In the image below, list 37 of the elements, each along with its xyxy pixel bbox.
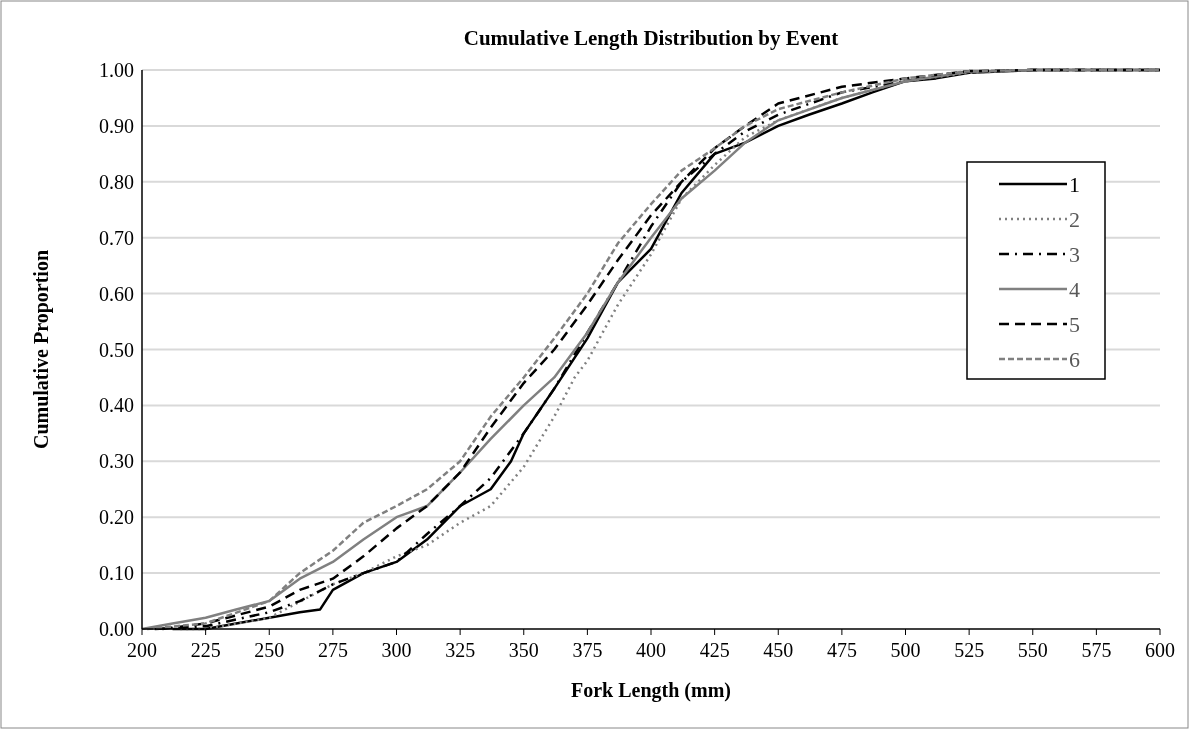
- x-tick-label: 200: [127, 639, 157, 661]
- legend-label: 5: [1069, 312, 1080, 337]
- x-tick-label: 225: [190, 639, 221, 661]
- y-tick-label: 0.30: [99, 450, 134, 473]
- x-tick-label: 250: [254, 639, 285, 661]
- x-tick-label: 600: [1145, 639, 1175, 661]
- y-tick-label: 0.00: [99, 618, 134, 640]
- y-tick-label: 0.90: [99, 114, 134, 137]
- y-tick-label: 0.50: [99, 338, 134, 361]
- legend-label: 3: [1069, 242, 1080, 267]
- x-tick-label: 450: [763, 639, 794, 661]
- x-tick-label: 275: [317, 639, 348, 661]
- y-tick-label: 0.60: [99, 282, 134, 305]
- y-axis-title: Cumulative Proportion: [30, 249, 53, 450]
- y-tick-label: 0.10: [99, 562, 134, 585]
- legend-label: 2: [1069, 207, 1080, 232]
- x-tick-label: 575: [1081, 639, 1112, 661]
- x-tick-label: 400: [636, 639, 666, 661]
- x-tick-label: 325: [445, 639, 476, 661]
- x-tick-label: 425: [699, 639, 730, 661]
- x-tick-label: 300: [381, 639, 412, 661]
- x-tick-label: 375: [572, 639, 603, 661]
- x-tick-label: 475: [826, 639, 857, 661]
- x-axis-title: Fork Length (mm): [571, 679, 731, 702]
- legend-label: 1: [1069, 172, 1080, 197]
- y-tick-label: 0.80: [99, 170, 134, 193]
- x-tick-label: 550: [1017, 639, 1048, 661]
- x-tick-label: 350: [508, 639, 539, 661]
- y-tick-label: 0.40: [99, 394, 134, 417]
- x-tick-label: 525: [954, 639, 985, 661]
- y-tick-label: 0.20: [99, 506, 134, 529]
- y-tick-label: 1.00: [99, 59, 134, 81]
- y-tick-label: 0.70: [99, 226, 134, 249]
- legend-label: 6: [1069, 347, 1080, 372]
- chart-title: Cumulative Length Distribution by Event: [463, 26, 839, 50]
- legend-label: 4: [1069, 277, 1080, 302]
- x-tick-label: 500: [890, 639, 921, 661]
